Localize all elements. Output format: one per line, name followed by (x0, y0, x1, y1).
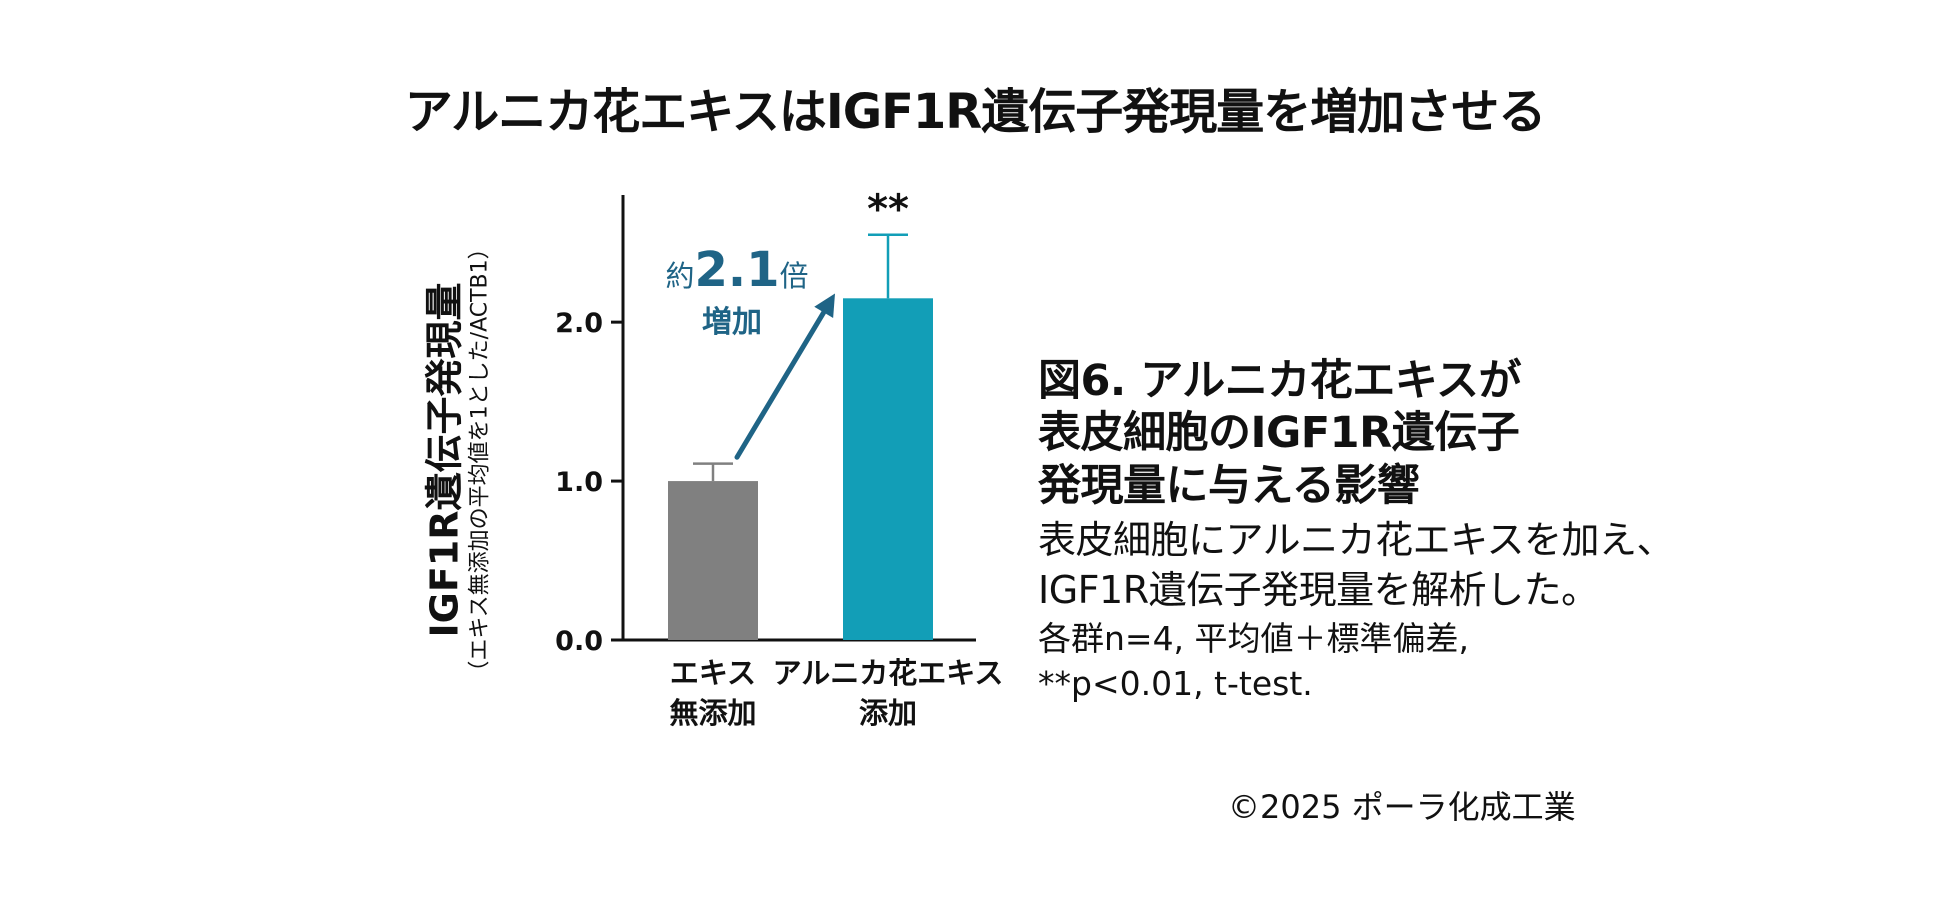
x-tick-label: アルニカ花エキス添加 (773, 656, 1004, 730)
fold-change-increase-label: 増加 (702, 305, 762, 340)
figure-title-line: 発現量に与える影響 (1038, 460, 1420, 511)
increase-arrow (734, 309, 827, 460)
page-title: アルニカ花エキスはIGF1R遺伝子発現量を増加させる (404, 84, 1547, 140)
copyright: ©2025 ポーラ化成工業 (1228, 788, 1576, 826)
figure-note-test: **p<0.01, t-test. (1038, 663, 1313, 703)
figure-title: 図6. アルニカ花エキスが 表皮細胞のIGF1R遺伝子 発現量に与える影響 (1038, 355, 1738, 512)
figure-title-line: 図6. アルニカ花エキスが (1038, 356, 1522, 406)
y-tick-label: 1.0 (555, 467, 603, 498)
figure-description: 表皮細胞にアルニカ花エキスを加え、 IGF1R遺伝子発現量を解析した。 (1038, 516, 1738, 615)
figure-note-stats: 各群n=4, 平均値＋標準偏差, (1038, 619, 1470, 659)
increase-arrow-head (814, 293, 835, 319)
x-tick-label-line: アルニカ花エキス (773, 656, 1004, 690)
figure-description-line: IGF1R遺伝子発現量を解析した。 (1038, 567, 1599, 612)
fold-change-label-part: 2.1 (694, 242, 779, 298)
fold-change-label-part: 約 (665, 259, 694, 293)
bar (843, 298, 933, 640)
x-tick-label-line: 添加 (859, 696, 917, 730)
figure-caption: 図6. アルニカ花エキスが 表皮細胞のIGF1R遺伝子 発現量に与える影響 表皮… (1038, 355, 1738, 706)
y-tick-label: 2.0 (555, 308, 603, 339)
figure-title-line: 表皮細胞のIGF1R遺伝子 (1038, 408, 1520, 459)
x-tick-label-line: エキス (670, 656, 756, 690)
figure-note: 各群n=4, 平均値＋標準偏差, **p<0.01, t-test. (1038, 617, 1738, 706)
figure-description-line: 表皮細胞にアルニカ花エキスを加え、 (1038, 518, 1674, 563)
x-tick-label: エキス無添加 (669, 656, 756, 730)
bar (668, 481, 758, 640)
fold-change-label: 約2.1倍 (665, 242, 808, 298)
x-tick-label-line: 無添加 (669, 696, 756, 730)
y-tick-label: 0.0 (555, 626, 603, 657)
significance-mark: ** (867, 187, 909, 233)
fold-change-label-part: 倍 (780, 259, 809, 293)
